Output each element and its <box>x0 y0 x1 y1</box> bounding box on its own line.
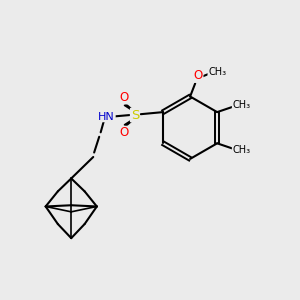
Text: O: O <box>119 126 128 140</box>
Text: CH₃: CH₃ <box>208 67 226 77</box>
Text: O: O <box>119 91 128 104</box>
Text: O: O <box>194 69 203 82</box>
Text: S: S <box>131 109 139 122</box>
Text: CH₃: CH₃ <box>232 100 250 110</box>
Text: HN: HN <box>98 112 115 122</box>
Text: CH₃: CH₃ <box>232 146 250 155</box>
